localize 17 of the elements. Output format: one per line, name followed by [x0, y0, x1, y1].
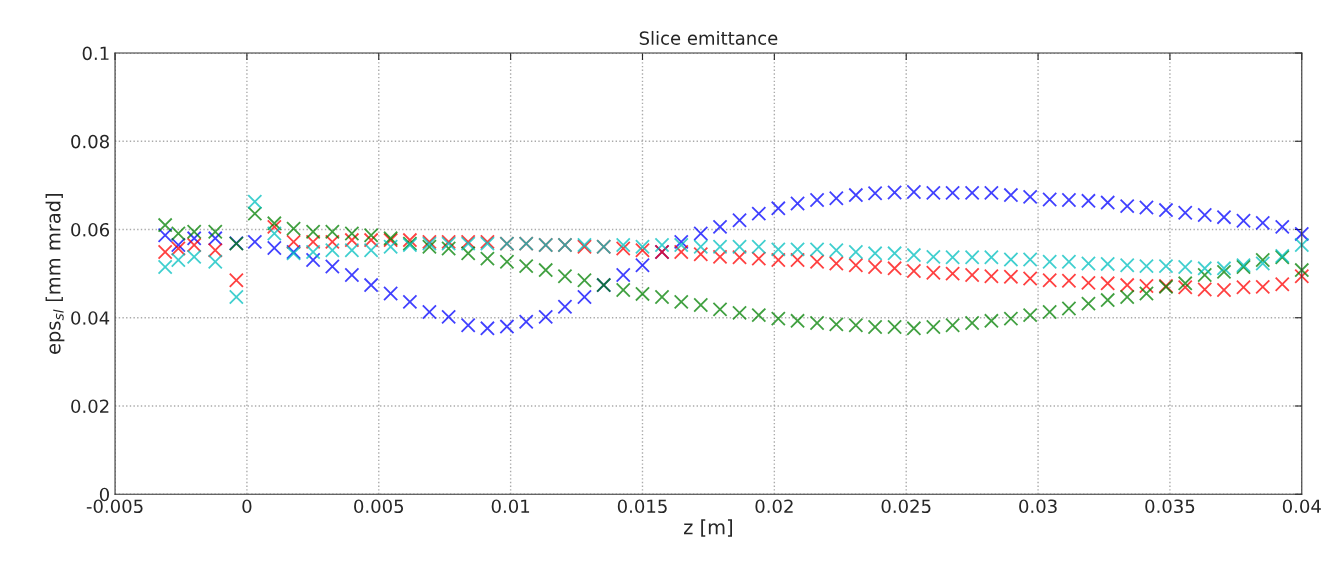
- y-axis-title: eps$_{sl}$ [mm mrad]: [45, 194, 65, 354]
- y-tick-label: 0.1: [82, 46, 109, 61]
- x-tick-label: 0.02: [755, 499, 793, 514]
- y-tick-label: 0.04: [71, 311, 110, 325]
- x-tick-label: 0: [242, 499, 252, 514]
- x-tick-label: 0.01: [491, 499, 530, 514]
- x-tick-label: 0.025: [881, 499, 931, 514]
- y-tick-label: 0.02: [71, 399, 109, 414]
- x-tick-label: 0.03: [1019, 499, 1057, 514]
- x-tick-label: 0.005: [354, 499, 404, 514]
- x-tick-label: 0.035: [1145, 499, 1195, 514]
- y-tick-label: 0.08: [71, 134, 109, 149]
- x-tick-label: 0.04: [1282, 499, 1321, 514]
- chart-title: Slice emittance: [639, 30, 778, 45]
- x-axis-title: z [m]: [684, 519, 732, 537]
- x-tick-label: 0.015: [617, 499, 667, 514]
- y-tick-label: 0.06: [71, 222, 110, 237]
